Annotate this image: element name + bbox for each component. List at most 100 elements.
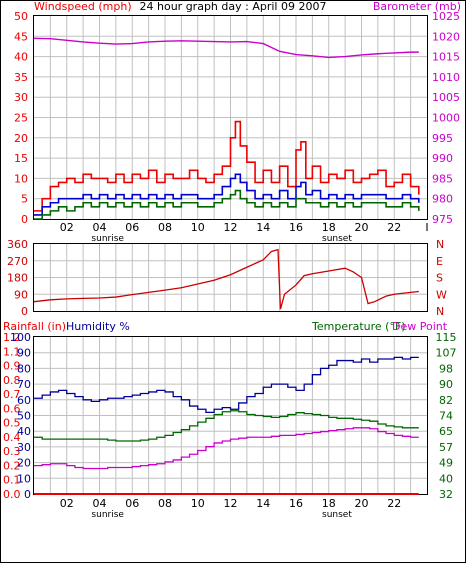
- temperature-tick-label: 98: [439, 362, 453, 375]
- windspeed-tick-label: 15: [14, 152, 28, 165]
- wind-x-tick-label: 06: [125, 221, 139, 234]
- barometer-tick-label: 1010: [432, 71, 460, 84]
- barometer-tick-label: 1015: [432, 51, 460, 64]
- humidity-x-tick-label: 14: [256, 497, 270, 510]
- chart-title: 24 hour graph day : April 09 2007: [140, 0, 327, 13]
- rainfall-tick-label: 0.3: [3, 445, 21, 458]
- windspeed-tick-label: 20: [14, 132, 28, 145]
- rainfall-tick-labels: 0.00.1 0.20.30.40.5 0.60.70.80.9 1.11.2: [3, 331, 21, 501]
- humidity-x-tick-label: 20: [355, 497, 369, 510]
- rainfall-tick-label: 0.4: [3, 431, 21, 444]
- humidity-tick-label: 50: [17, 410, 31, 423]
- temperature-axis-label: Temperature (°F): [311, 320, 406, 333]
- direction-degree-label: 0: [21, 305, 28, 318]
- humidity-x-tick-label: 06: [125, 497, 139, 510]
- wind-x-tick-label: 12: [224, 221, 238, 234]
- temperature-tick-label: 32: [439, 488, 453, 501]
- rainfall-tick-label: 0.1: [3, 474, 21, 487]
- barometer-tick-label: 990: [432, 152, 453, 165]
- windspeed-tick-label: 30: [14, 91, 28, 104]
- rainfall-tick-label: 0.0: [3, 488, 21, 501]
- humidity-x-tick-label: 04: [93, 497, 107, 510]
- barometer-line: [33, 37, 419, 59]
- rainfall-tick-label: 1.1: [3, 345, 21, 358]
- humidity-temperature-series: [34, 356, 419, 495]
- barometer-tick-label: 1020: [432, 30, 460, 43]
- windspeed-tick-label: 10: [14, 172, 28, 185]
- rainfall-tick-label: 0.8: [3, 374, 21, 387]
- temperature-tick-label: 57: [439, 441, 453, 454]
- humidity-x-tick-label: 10: [191, 497, 205, 510]
- barometer-tick-labels: 975 980 985 990 995 1000 1005 1010 1015 1020 1025: [432, 10, 460, 226]
- temperature-tick-label: 49: [439, 457, 453, 470]
- min_wind-line: [34, 189, 420, 220]
- barometer-tick-label: 1000: [432, 112, 460, 125]
- humidity-tick-label: 0: [24, 488, 31, 501]
- temperature-tick-label: 115: [436, 331, 457, 344]
- windspeed-tick-label: 5: [21, 193, 28, 206]
- wind-x-tick-label: 14: [256, 221, 270, 234]
- wind-series: [33, 37, 420, 220]
- rainfall-axis-label: Rainfall (in): [3, 320, 66, 333]
- wind-x-tick-label: 08: [158, 221, 172, 234]
- direction-degree-tick-labels: 0 90 180 270 360: [7, 238, 28, 318]
- wind-direction-line: [33, 248, 419, 310]
- rainfall-tick-label: 0.6: [3, 402, 21, 415]
- temperature-tick-label: 74: [439, 410, 453, 423]
- sun-annotation-label: sunset: [322, 510, 352, 520]
- temperature-tick-label: 107: [436, 347, 457, 360]
- humidity-x-tick-label: 02: [60, 497, 74, 510]
- humidity-tick-label: 40: [17, 425, 31, 438]
- windspeed-tick-label: 0: [21, 213, 28, 226]
- wind-x-tick-label: 20: [355, 221, 369, 234]
- wind-x-tick-label: 04: [93, 221, 107, 234]
- humidity-tick-label: 90: [17, 347, 31, 360]
- windspeed-tick-label: 35: [14, 71, 28, 84]
- dewpoint-axis-label: Dew Point: [392, 320, 448, 333]
- windspeed-tick-label: 45: [14, 30, 28, 43]
- direction-compass-label: W: [436, 288, 447, 301]
- humidity-x-tick-label: 16: [289, 497, 303, 510]
- wind-x-tick-label: 18: [322, 221, 336, 234]
- barometer-tick-label: 995: [432, 132, 453, 145]
- humidity-tick-label: 100: [10, 331, 31, 344]
- humidity-x-tick-labels: 02 04 06 08 10 12 14 16 18 20 22: [60, 497, 402, 510]
- humidity-sun-labels: sunrise sunset: [91, 510, 352, 520]
- direction-degree-label: 360: [7, 238, 28, 251]
- humidity-x-tick-label: 12: [224, 497, 238, 510]
- rainfall-tick-label: 1.2: [3, 331, 21, 344]
- direction-compass-label: S: [436, 272, 443, 285]
- humidity-tick-label: 20: [17, 457, 31, 470]
- direction-compass-label: E: [436, 255, 443, 268]
- windspeed-axis-label: Windspeed (mph): [34, 0, 132, 13]
- humidity-tick-label: 10: [17, 472, 31, 485]
- windspeed-tick-label: 25: [14, 112, 28, 125]
- wind-x-tick-label: 16: [289, 221, 303, 234]
- humidity-tick-labels: 0 10 20 30 40 50 60 70 80 90 100: [10, 331, 31, 501]
- humidity-tick-label: 70: [17, 378, 31, 391]
- windspeed-tick-label: 50: [14, 10, 28, 23]
- rainfall-tick-label: 0.5: [3, 417, 21, 430]
- temperature-tick-label: 40: [439, 472, 453, 485]
- barometer-tick-label: 975: [432, 213, 453, 226]
- direction-compass-label: N: [436, 238, 444, 251]
- wind-x-tick-label: 22: [387, 221, 401, 234]
- temperature-tick-label: 82: [439, 394, 453, 407]
- wind-x-tick-labels: 02 04 06 08 10 12 14 16 18 20 22 I: [60, 221, 429, 234]
- humidity-x-tick-label: 22: [387, 497, 401, 510]
- barometer-axis-label: Barometer (mb): [373, 0, 461, 13]
- wind-x-tick-label: 02: [60, 221, 74, 234]
- humidity-tick-label: 60: [17, 394, 31, 407]
- sun-annotation-label: sunrise: [91, 510, 124, 520]
- temperature-line: [34, 410, 419, 442]
- direction-degree-label: 270: [7, 255, 28, 268]
- temperature-tick-label: 90: [439, 378, 453, 391]
- humidity-line: [34, 356, 419, 414]
- rainfall-tick-label: 0.7: [3, 388, 21, 401]
- humidity-x-tick-label: 08: [158, 497, 172, 510]
